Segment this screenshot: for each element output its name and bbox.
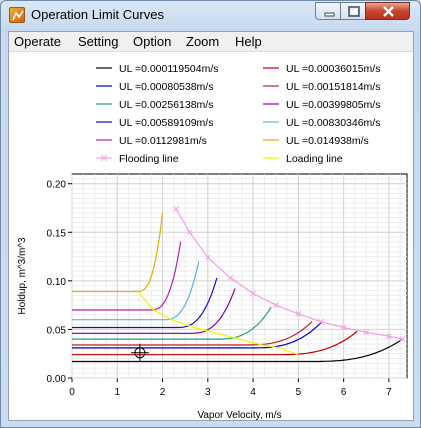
- menu-option[interactable]: Option: [133, 34, 172, 49]
- flooding-point-marker: [295, 311, 302, 317]
- legend-marker: [100, 154, 108, 162]
- legend-label: UL =0.00036015m/s: [286, 63, 380, 75]
- window-title: Operation Limit Curves: [31, 7, 164, 22]
- legend-label: Flooding line: [119, 153, 179, 165]
- y-tick-label: 0.00: [47, 374, 67, 385]
- series-line: [72, 261, 200, 321]
- minimize-button[interactable]: [315, 2, 341, 20]
- y-tick-label: 0.20: [47, 180, 67, 191]
- operation-limit-chart[interactable]: 0 1 2 3 4 5 6 7 0.00 0.05 0.10 0.15 0.20 Vapor Veloci…: [9, 52, 413, 421]
- maximize-button[interactable]: [340, 2, 366, 20]
- series-line: [72, 321, 313, 346]
- menu-help[interactable]: Help: [235, 34, 262, 49]
- close-icon: [383, 6, 394, 17]
- series-line: [72, 277, 218, 329]
- series-line: [72, 322, 322, 349]
- x-axis-label: Vapor Velocity, m/s: [197, 410, 281, 420]
- y-tick-label: 0.10: [47, 277, 67, 288]
- flooding-point-marker: [250, 290, 256, 297]
- app-icon[interactable]: [9, 7, 25, 23]
- legend-label: UL =0.00830346m/s: [286, 117, 380, 129]
- x-tick-label: 7: [386, 387, 392, 398]
- minimize-icon: [324, 12, 335, 17]
- flooding-point-marker: [186, 229, 193, 236]
- flooding-point-marker: [227, 275, 234, 281]
- legend-label: UL =0.000119504m/s: [119, 63, 219, 75]
- menu-bar: Operate Setting Option Zoom Help: [9, 32, 413, 52]
- series-line: [72, 288, 236, 334]
- flooding-point-marker: [318, 318, 324, 325]
- flooding-point-marker: [363, 329, 370, 336]
- plot-area[interactable]: 0 1 2 3 4 5 6 7 0.00 0.05 0.10 0.15 0.20 Vapor Veloci…: [9, 52, 413, 421]
- series-line: [72, 330, 358, 356]
- x-tick-label: 0: [69, 387, 75, 398]
- legend-label: UL =0.00256138m/s: [119, 99, 213, 111]
- y-axis-label: Holdup, m^3/m^3: [17, 237, 28, 315]
- flooding-point-marker: [386, 333, 392, 340]
- flooding-point-marker: [399, 336, 406, 342]
- y-tick-label: 0.15: [47, 228, 67, 239]
- legend-label: UL =0.00589109m/s: [119, 117, 213, 129]
- x-tick-label: 4: [250, 387, 256, 398]
- legend-label: UL =0.00151814m/s: [286, 81, 380, 93]
- menu-operate[interactable]: Operate: [14, 34, 61, 49]
- series-line: [175, 208, 403, 340]
- menu-setting[interactable]: Setting: [78, 34, 119, 49]
- flooding-point-marker: [173, 206, 179, 212]
- maximize-icon: [348, 6, 360, 17]
- flooding-point-marker: [340, 324, 347, 331]
- menu-zoom[interactable]: Zoom: [186, 34, 220, 49]
- legend-label: UL =0.0112981m/s: [119, 135, 207, 147]
- series-line: [72, 306, 272, 340]
- series-line: [72, 338, 403, 363]
- x-tick-label: 2: [160, 387, 166, 398]
- flooding-point-marker: [272, 302, 279, 308]
- series-line: [72, 241, 182, 311]
- flooding-point-marker: [204, 254, 211, 261]
- close-button[interactable]: [365, 2, 410, 20]
- x-tick-label: 6: [341, 387, 347, 398]
- client-area: Operate Setting Option Zoom Help 0 1 2 3 4 5 6…: [8, 31, 414, 421]
- x-tick-label: 3: [205, 387, 211, 398]
- title-bar[interactable]: Operation Limit Curves: [1, 1, 420, 29]
- series-line: [72, 212, 164, 293]
- x-tick-label: 5: [296, 387, 302, 398]
- legend-label: Loading line: [286, 153, 343, 165]
- y-tick-label: 0.05: [47, 325, 67, 336]
- x-tick-label: 1: [114, 387, 120, 398]
- series-line: [137, 291, 299, 356]
- legend-label: UL =0.00399805m/s: [286, 99, 380, 111]
- legend-label: UL =0.014938m/s: [286, 135, 369, 147]
- legend-label: UL =0.00080538m/s: [119, 81, 213, 93]
